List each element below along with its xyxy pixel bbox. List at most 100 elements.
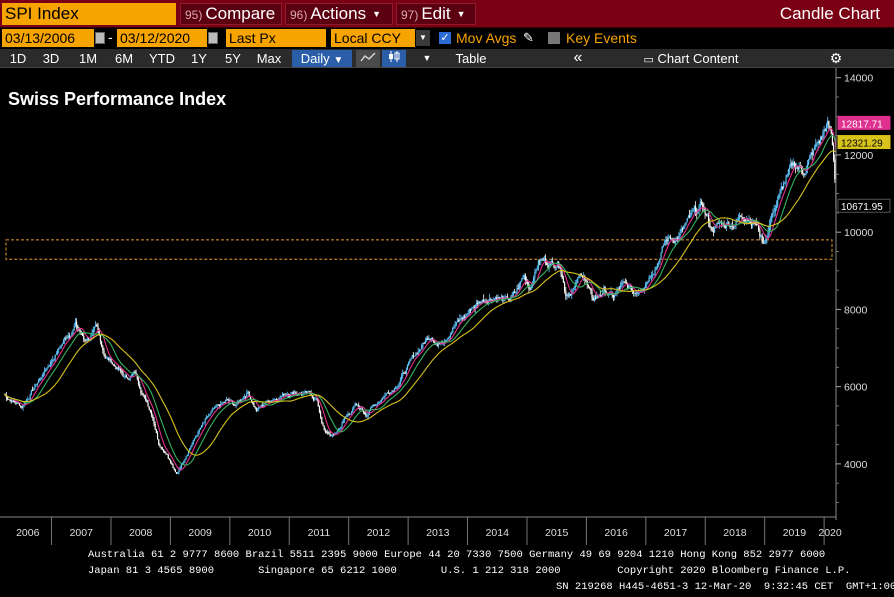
candle-body — [539, 260, 541, 262]
candle-body — [10, 399, 12, 403]
candle-body — [712, 230, 715, 233]
candle-body — [128, 379, 130, 381]
y-tick-label: 8000 — [844, 304, 868, 316]
last-price-labels: 12817.71 12321.29 10671.95 — [837, 115, 891, 213]
price-field-select[interactable]: Last Px — [226, 29, 326, 47]
ticker-field[interactable]: SPI Index — [2, 3, 176, 25]
actions-button[interactable]: 96) Actions ▼ — [285, 3, 393, 25]
start-date-field[interactable]: 03/13/2006 — [2, 29, 94, 47]
period-button[interactable]: YTD — [149, 51, 175, 66]
candle-body — [214, 406, 216, 409]
period-button[interactable]: 1M — [78, 51, 98, 66]
candle-body — [499, 297, 501, 299]
candle-body — [746, 219, 748, 222]
candle-body — [768, 225, 770, 232]
period-button[interactable]: 5Y — [225, 51, 241, 66]
candle-body — [471, 308, 473, 311]
candle-body — [190, 446, 192, 449]
candle-body — [45, 370, 47, 372]
frequency-label: Daily — [300, 51, 330, 66]
candle-body — [385, 393, 387, 396]
chart-type-label: Candle Chart — [779, 4, 880, 23]
period-button[interactable]: 6M — [114, 51, 134, 66]
candle-body — [406, 365, 409, 370]
candle-body — [337, 428, 340, 431]
calendar-icon[interactable] — [95, 32, 105, 44]
candle-body — [240, 399, 242, 401]
key-events-checkbox[interactable] — [548, 32, 560, 44]
double-chevron-left-icon[interactable]: « — [573, 49, 583, 66]
candle-body — [439, 343, 441, 345]
candle-body — [335, 433, 337, 435]
candle-body — [730, 224, 732, 228]
pencil-icon[interactable]: ✎ — [523, 30, 534, 45]
candle-body — [554, 267, 556, 268]
candle-body — [399, 380, 401, 384]
candle-body — [30, 390, 32, 395]
candle-body — [810, 152, 812, 156]
candle-body — [591, 290, 593, 298]
candle-body — [159, 444, 161, 448]
candle-body — [784, 183, 786, 185]
candle-body — [758, 224, 760, 231]
period-button[interactable]: Max — [256, 51, 282, 66]
candle-body — [500, 296, 503, 298]
candle-body — [108, 357, 110, 361]
candle-body — [347, 414, 349, 415]
candle-body — [571, 292, 573, 296]
candle-body — [103, 350, 105, 355]
candle-body — [493, 298, 495, 300]
candle-body — [749, 220, 751, 225]
candle-body — [87, 338, 90, 340]
chart-style-dropdown-icon[interactable]: ▼ — [422, 53, 432, 63]
candle-body — [578, 276, 580, 279]
candle-body — [688, 216, 691, 218]
period-button[interactable]: 3D — [42, 51, 60, 66]
currency-select[interactable]: Local CCY — [331, 29, 415, 47]
chart-title: Swiss Performance Index — [8, 89, 227, 109]
candle-body — [150, 411, 153, 416]
price-chart[interactable]: 14000 12000 10000 8000 6000 4000 2006 2007 2008… — [0, 68, 894, 545]
calendar-icon[interactable] — [208, 32, 218, 44]
candle-body — [309, 391, 311, 393]
candle-body — [264, 404, 266, 406]
candle-body — [711, 227, 713, 231]
candle-body — [614, 294, 616, 298]
period-button[interactable]: 1Y — [191, 51, 207, 66]
chart-content-button[interactable]: ▭ Chart Content — [636, 50, 746, 67]
candle-body — [774, 207, 776, 212]
candle-body — [442, 342, 444, 344]
candle-body — [384, 395, 386, 398]
candle-body — [415, 353, 417, 357]
candle-body — [336, 430, 338, 434]
candle-body — [390, 392, 392, 394]
candle-body — [215, 406, 217, 407]
end-date-field[interactable]: 03/12/2020 — [117, 29, 207, 47]
candle-body — [409, 359, 411, 363]
candle-body — [574, 282, 576, 288]
edit-button[interactable]: 97) Edit ▼ — [396, 3, 476, 25]
candle-body — [464, 316, 466, 318]
mov-avgs-checkbox[interactable]: ✓ — [439, 32, 451, 44]
candle-body — [281, 393, 284, 397]
candle-body — [573, 287, 575, 290]
table-button[interactable]: Table — [455, 51, 487, 66]
candle-body — [102, 345, 104, 351]
moving-averages — [3, 127, 837, 471]
candle-body — [786, 174, 788, 178]
candle-chart-icon[interactable] — [382, 50, 406, 67]
currency-dropdown-icon[interactable]: ▼ — [416, 30, 430, 46]
candle-body — [165, 452, 167, 454]
candle-body — [247, 391, 249, 393]
frequency-select[interactable]: Daily ▼ — [292, 50, 352, 67]
candle-body — [421, 344, 423, 350]
line-chart-icon[interactable] — [356, 50, 380, 67]
candle-body — [9, 399, 11, 401]
gear-icon[interactable]: ⚙ — [829, 50, 843, 66]
compare-button[interactable]: 95) Compare — [180, 3, 282, 25]
candle-body — [400, 375, 403, 381]
period-button[interactable]: 1D — [9, 51, 27, 66]
highlight-band-rect — [5, 239, 833, 260]
candle-body — [291, 391, 293, 395]
candle-body — [616, 289, 618, 293]
